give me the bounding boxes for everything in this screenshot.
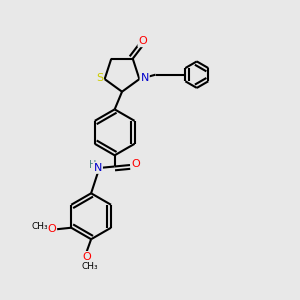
Text: O: O <box>82 252 91 262</box>
Text: CH₃: CH₃ <box>32 222 48 231</box>
Text: N: N <box>140 73 149 82</box>
Text: O: O <box>47 224 56 234</box>
Text: O: O <box>131 159 140 170</box>
Text: H: H <box>89 160 97 170</box>
Text: N: N <box>94 163 102 173</box>
Text: O: O <box>138 36 147 46</box>
Text: S: S <box>96 73 103 82</box>
Text: CH₃: CH₃ <box>82 262 98 272</box>
